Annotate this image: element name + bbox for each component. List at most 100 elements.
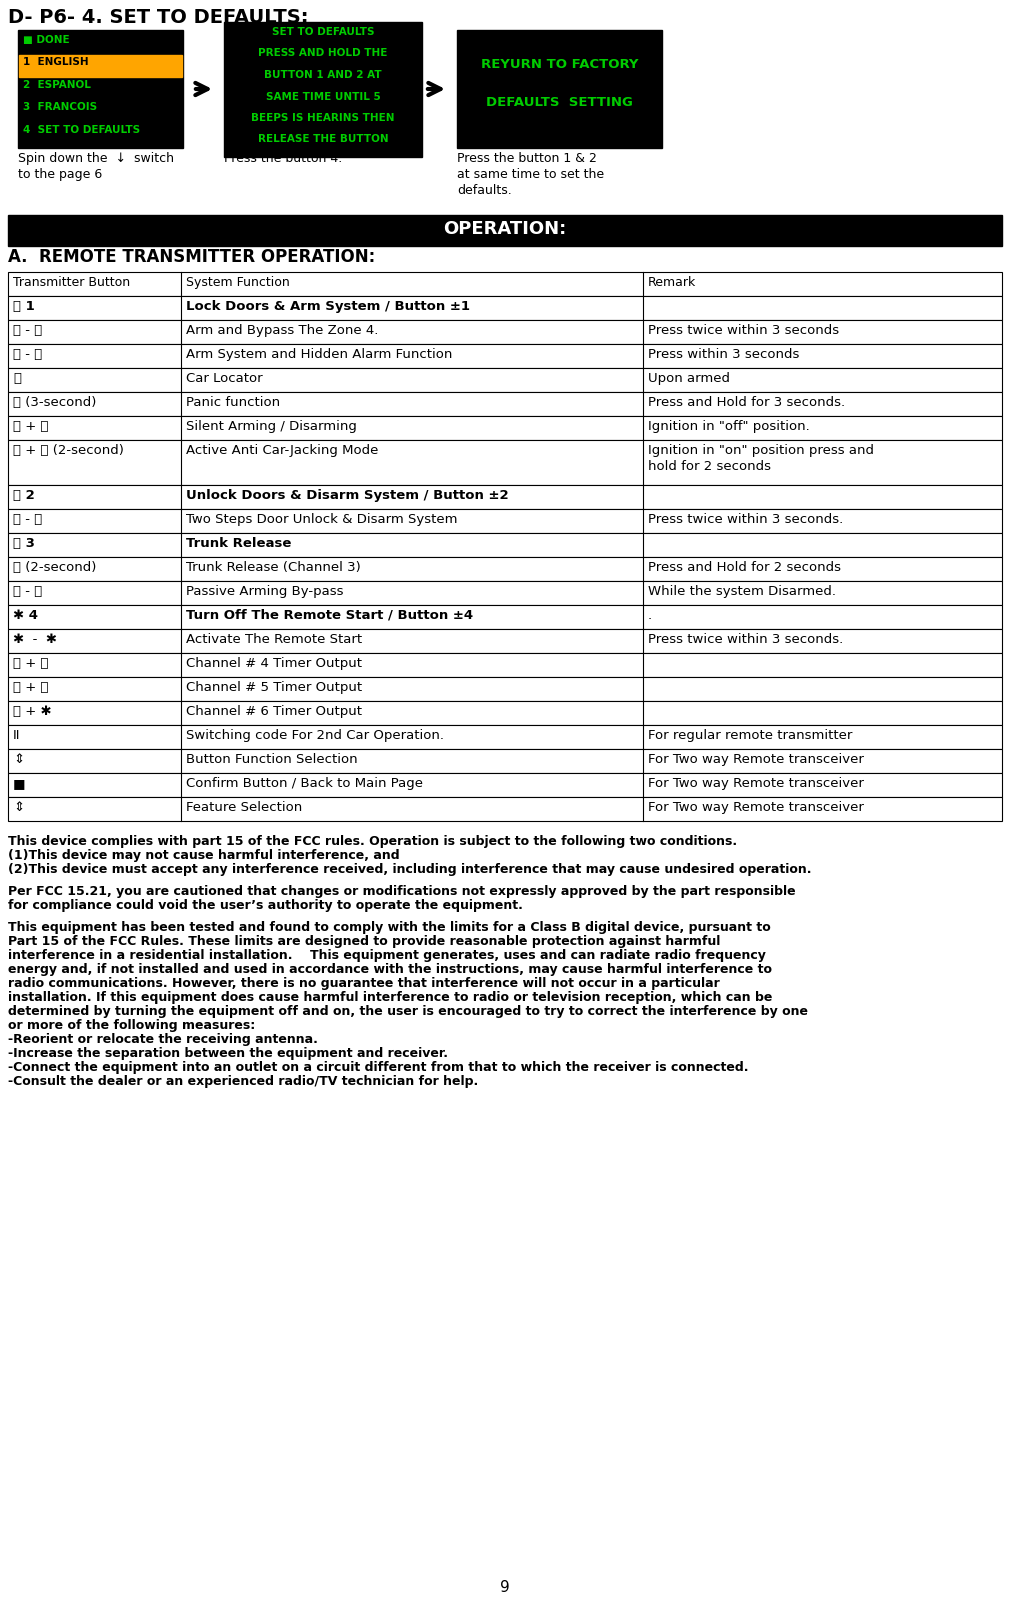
Bar: [8, 604, 1002, 628]
Text: 1  ENGLISH: 1 ENGLISH: [23, 58, 89, 67]
Text: For Two way Remote transceiver: For Two way Remote transceiver: [648, 777, 864, 790]
Text: -Consult the dealer or an experienced radio/TV technician for help.: -Consult the dealer or an experienced ra…: [8, 1075, 479, 1087]
Text: Trunk Release: Trunk Release: [186, 537, 291, 550]
Text: Press and Hold for 3 seconds.: Press and Hold for 3 seconds.: [648, 397, 845, 409]
Text: For regular remote transmitter: For regular remote transmitter: [648, 729, 852, 742]
Text: Button Function Selection: Button Function Selection: [186, 753, 358, 766]
Text: For Two way Remote transceiver: For Two way Remote transceiver: [648, 753, 864, 766]
Text: Press twice within 3 seconds.: Press twice within 3 seconds.: [648, 633, 843, 646]
Text: Press within 3 seconds: Press within 3 seconds: [648, 349, 799, 361]
Bar: [8, 214, 1002, 246]
Bar: [8, 272, 1002, 296]
Text: Activate The Remote Start: Activate The Remote Start: [186, 633, 363, 646]
Text: 9: 9: [500, 1580, 510, 1594]
Bar: [457, 30, 662, 149]
Text: 🚿 - 🔒: 🚿 - 🔒: [13, 349, 42, 361]
Bar: [8, 484, 1002, 508]
Text: ✱ 4: ✱ 4: [13, 609, 38, 622]
Text: REYURN TO FACTORY: REYURN TO FACTORY: [481, 58, 638, 70]
Text: installation. If this equipment does cause harmful interference to radio or tele: installation. If this equipment does cau…: [8, 991, 773, 1004]
Text: ⇕: ⇕: [13, 753, 24, 766]
Text: II: II: [13, 729, 20, 742]
Bar: [8, 676, 1002, 700]
Text: interference in a residential installation.    This equipment generates, uses an: interference in a residential installati…: [8, 948, 766, 963]
Text: ■: ■: [13, 777, 25, 790]
Text: determined by turning the equipment off and on, the user is encouraged to try to: determined by turning the equipment off …: [8, 1006, 808, 1019]
Text: This equipment has been tested and found to comply with the limits for a Class B: This equipment has been tested and found…: [8, 921, 771, 934]
Text: 🔒 (3-second): 🔒 (3-second): [13, 397, 96, 409]
Text: While the system Disarmed.: While the system Disarmed.: [648, 585, 836, 598]
Text: Active Anti Car-Jacking Mode: Active Anti Car-Jacking Mode: [186, 445, 379, 457]
Text: D- P6- 4. SET TO DEFAULTS:: D- P6- 4. SET TO DEFAULTS:: [8, 8, 308, 27]
Text: Channel # 6 Timer Output: Channel # 6 Timer Output: [186, 705, 362, 718]
Text: Press twice within 3 seconds.: Press twice within 3 seconds.: [648, 513, 843, 526]
Text: 🚿 3: 🚿 3: [13, 537, 35, 550]
Bar: [8, 700, 1002, 724]
Text: Per FCC 15.21, you are cautioned that changes or modifications not expressly app: Per FCC 15.21, you are cautioned that ch…: [8, 884, 796, 899]
Text: Turn Off The Remote Start / Button ±4: Turn Off The Remote Start / Button ±4: [186, 609, 473, 622]
Text: 🔓 + 🚿: 🔓 + 🚿: [13, 681, 48, 694]
Text: Press and Hold for 2 seconds: Press and Hold for 2 seconds: [648, 561, 841, 574]
Text: Press twice within 3 seconds: Press twice within 3 seconds: [648, 325, 839, 337]
Text: System Function: System Function: [186, 277, 290, 289]
Text: Part 15 of the FCC Rules. These limits are designed to provide reasonable protec: Part 15 of the FCC Rules. These limits a…: [8, 935, 720, 948]
Bar: [8, 320, 1002, 344]
Text: RELEASE THE BUTTON: RELEASE THE BUTTON: [258, 134, 388, 144]
Text: 🔒 - 🔒: 🔒 - 🔒: [13, 325, 42, 337]
Text: Spin down the  ↓  switch
to the page 6: Spin down the ↓ switch to the page 6: [18, 152, 174, 181]
Text: Channel # 4 Timer Output: Channel # 4 Timer Output: [186, 657, 362, 670]
Text: BEEPS IS HEARINS THEN: BEEPS IS HEARINS THEN: [251, 114, 395, 123]
Text: ⇕: ⇕: [13, 801, 24, 814]
Bar: [8, 724, 1002, 748]
Text: Silent Arming / Disarming: Silent Arming / Disarming: [186, 421, 357, 433]
Text: BUTTON 1 AND 2 AT: BUTTON 1 AND 2 AT: [265, 70, 382, 80]
Bar: [18, 30, 183, 149]
Text: (1)This device may not cause harmful interference, and: (1)This device may not cause harmful int…: [8, 849, 400, 862]
Text: Unlock Doors & Disarm System / Button ±2: Unlock Doors & Disarm System / Button ±2: [186, 489, 509, 502]
Text: -Increase the separation between the equipment and receiver.: -Increase the separation between the equ…: [8, 1047, 448, 1060]
Text: 🔒 + 🚿: 🔒 + 🚿: [13, 657, 48, 670]
Text: Trunk Release (Channel 3): Trunk Release (Channel 3): [186, 561, 361, 574]
Text: Switching code For 2nd Car Operation.: Switching code For 2nd Car Operation.: [186, 729, 444, 742]
Bar: [8, 296, 1002, 320]
Text: Lock Doors & Arm System / Button ±1: Lock Doors & Arm System / Button ±1: [186, 301, 470, 313]
Text: -Connect the equipment into an outlet on a circuit different from that to which : -Connect the equipment into an outlet on…: [8, 1062, 748, 1075]
Text: Panic function: Panic function: [186, 397, 280, 409]
Text: PRESS AND HOLD THE: PRESS AND HOLD THE: [259, 48, 388, 59]
Bar: [8, 628, 1002, 652]
Bar: [224, 22, 422, 157]
Text: 4  SET TO DEFAULTS: 4 SET TO DEFAULTS: [23, 125, 140, 134]
Text: radio communications. However, there is no guarantee that interference will not : radio communications. However, there is …: [8, 977, 720, 990]
Bar: [8, 796, 1002, 820]
Text: SET TO DEFAULTS: SET TO DEFAULTS: [272, 27, 375, 37]
Text: Car Locator: Car Locator: [186, 373, 263, 385]
Text: energy and, if not installed and used in accordance with the instructions, may c: energy and, if not installed and used in…: [8, 963, 772, 975]
Text: Passive Arming By-pass: Passive Arming By-pass: [186, 585, 343, 598]
Text: For Two way Remote transceiver: For Two way Remote transceiver: [648, 801, 864, 814]
Text: 🔒 + 🔓 (2-second): 🔒 + 🔓 (2-second): [13, 445, 124, 457]
Bar: [8, 748, 1002, 772]
Bar: [8, 532, 1002, 556]
Text: 🔒: 🔒: [13, 373, 21, 385]
Text: 2  ESPANOL: 2 ESPANOL: [23, 80, 91, 90]
Text: Two Steps Door Unlock & Disarm System: Two Steps Door Unlock & Disarm System: [186, 513, 458, 526]
Text: Transmitter Button: Transmitter Button: [13, 277, 130, 289]
Text: or more of the following measures:: or more of the following measures:: [8, 1019, 256, 1031]
Bar: [8, 416, 1002, 440]
Text: .: .: [648, 609, 652, 622]
Text: A.  REMOTE TRANSMITTER OPERATION:: A. REMOTE TRANSMITTER OPERATION:: [8, 248, 376, 265]
Bar: [8, 440, 1002, 484]
Text: Ignition in "off" position.: Ignition in "off" position.: [648, 421, 810, 433]
Text: -Reorient or relocate the receiving antenna.: -Reorient or relocate the receiving ante…: [8, 1033, 318, 1046]
Bar: [8, 556, 1002, 580]
Text: ✱  -  ✱: ✱ - ✱: [13, 633, 57, 646]
Text: for compliance could void the user’s authority to operate the equipment.: for compliance could void the user’s aut…: [8, 899, 523, 911]
Text: DEFAULTS  SETTING: DEFAULTS SETTING: [486, 96, 633, 109]
Bar: [8, 772, 1002, 796]
Bar: [19, 56, 182, 77]
Text: ■ DONE: ■ DONE: [23, 35, 70, 45]
Text: 🔓 2: 🔓 2: [13, 489, 34, 502]
Text: Channel # 5 Timer Output: Channel # 5 Timer Output: [186, 681, 363, 694]
Text: 🚿 (2-second): 🚿 (2-second): [13, 561, 96, 574]
Text: 🔒 + 🔓: 🔒 + 🔓: [13, 421, 48, 433]
